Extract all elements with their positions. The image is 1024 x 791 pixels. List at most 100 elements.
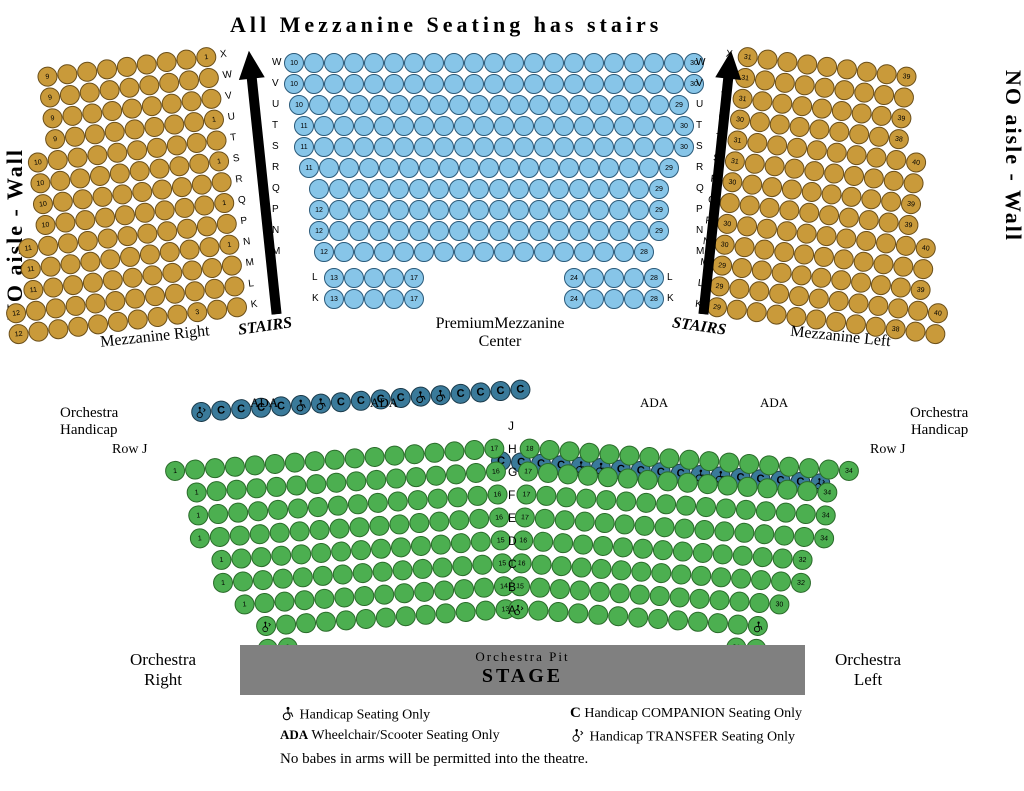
seat-orch-C-left-12[interactable] bbox=[452, 555, 473, 576]
seat-orch-C-left-13[interactable] bbox=[472, 554, 493, 575]
seat-orch-C-left-7[interactable] bbox=[352, 562, 373, 583]
seat-mc-Q16[interactable] bbox=[389, 179, 409, 199]
seat-orch-F-left-7[interactable] bbox=[327, 495, 348, 516]
seat-right-R7[interactable] bbox=[91, 186, 113, 208]
seat-right-S1[interactable]: 1 bbox=[208, 150, 230, 172]
seat-right-W4[interactable] bbox=[138, 74, 160, 96]
seat-left-N40[interactable] bbox=[912, 258, 934, 280]
seat-mc-N27[interactable] bbox=[609, 221, 629, 241]
seat-left-R37[interactable] bbox=[860, 188, 882, 210]
seat-orch-E-right-8[interactable] bbox=[674, 518, 695, 539]
seat-orch-G-left-1[interactable] bbox=[206, 480, 227, 501]
seat-right-S6[interactable] bbox=[109, 162, 131, 184]
seat-mc-T13[interactable] bbox=[334, 116, 354, 136]
seat-mc-W29[interactable] bbox=[664, 53, 684, 73]
seat-orch-B-right-6[interactable] bbox=[629, 584, 650, 605]
seat-left-V33[interactable] bbox=[771, 93, 793, 115]
seat-orch-D-left-0[interactable]: 1 bbox=[211, 549, 232, 570]
seat-right-K7[interactable] bbox=[107, 311, 129, 333]
seat-right-K1[interactable] bbox=[226, 296, 248, 318]
seat-orch-B-left-11[interactable] bbox=[453, 578, 474, 599]
seat-orch-F-left-14[interactable] bbox=[467, 485, 488, 506]
seat-orch-A-left-1[interactable] bbox=[275, 614, 296, 635]
seat-right-L4[interactable] bbox=[164, 283, 186, 305]
seat-orch-B-left-0[interactable]: 1 bbox=[234, 594, 255, 615]
seat-orch-H-left-3[interactable] bbox=[224, 456, 245, 477]
seat-left-N35[interactable] bbox=[813, 246, 835, 268]
seat-j-7[interactable] bbox=[310, 393, 331, 414]
seat-mc-Q22[interactable] bbox=[509, 179, 529, 199]
seat-orch-C-left-9[interactable] bbox=[392, 560, 413, 581]
seat-right-M5[interactable] bbox=[141, 264, 163, 286]
seat-left-L36[interactable] bbox=[847, 292, 869, 314]
seat-right-Q5[interactable] bbox=[134, 202, 156, 224]
seat-mc-Q12[interactable] bbox=[309, 179, 329, 199]
seat-mc-P28[interactable] bbox=[629, 200, 649, 220]
seat-j-14[interactable]: C bbox=[450, 383, 471, 404]
seat-mc-Q14[interactable] bbox=[349, 179, 369, 199]
seat-orch-F-right-1[interactable] bbox=[536, 485, 557, 506]
seat-mc-T29[interactable] bbox=[654, 116, 674, 136]
seat-left-L35[interactable] bbox=[828, 290, 850, 312]
seat-right-R1[interactable] bbox=[211, 171, 233, 193]
seat-right-N2[interactable] bbox=[198, 236, 220, 258]
seat-left-P35[interactable] bbox=[815, 225, 837, 247]
seat-orch-A-right-4[interactable] bbox=[588, 604, 609, 625]
seat-orch-A-left-11[interactable] bbox=[475, 600, 496, 621]
seat-orch-D-left-13[interactable] bbox=[470, 531, 491, 552]
seat-right-S4[interactable] bbox=[148, 158, 170, 180]
seat-left-X37[interactable] bbox=[856, 61, 878, 83]
seat-mc-P24[interactable] bbox=[549, 200, 569, 220]
seat-mc-Q13[interactable] bbox=[329, 179, 349, 199]
seat-right-P7[interactable] bbox=[97, 227, 119, 249]
seat-mc-L25[interactable] bbox=[584, 268, 604, 288]
seat-right-K11[interactable] bbox=[27, 320, 49, 342]
seat-orch-C-right-4[interactable] bbox=[591, 558, 612, 579]
seat-mc-P25[interactable] bbox=[569, 200, 589, 220]
seat-orch-F-right-7[interactable] bbox=[655, 494, 676, 515]
seat-orch-B-right-9[interactable] bbox=[689, 588, 710, 609]
seat-orch-A-left-3[interactable] bbox=[315, 611, 336, 632]
seat-mc-Q20[interactable] bbox=[469, 179, 489, 199]
seat-mc-P12[interactable]: 12 bbox=[309, 200, 329, 220]
seat-mc-T28[interactable] bbox=[634, 116, 654, 136]
seat-orch-B-left-10[interactable] bbox=[433, 580, 454, 601]
seat-orch-E-right-3[interactable] bbox=[574, 511, 595, 532]
seat-mc-N13[interactable] bbox=[329, 221, 349, 241]
seat-mc-Q19[interactable] bbox=[449, 179, 469, 199]
seat-mc-V23[interactable] bbox=[544, 74, 564, 94]
seat-right-K2[interactable] bbox=[206, 299, 228, 321]
seat-orch-C-left-6[interactable] bbox=[332, 564, 353, 585]
seat-mc-T27[interactable] bbox=[614, 116, 634, 136]
seat-left-S40[interactable] bbox=[902, 172, 924, 194]
seat-orch-D-right-14[interactable]: 32 bbox=[792, 549, 813, 570]
seat-orch-B-right-5[interactable] bbox=[609, 583, 630, 604]
seat-right-N10[interactable] bbox=[40, 256, 62, 278]
seat-left-N39[interactable] bbox=[892, 256, 914, 278]
seat-left-X38[interactable] bbox=[876, 63, 898, 85]
seat-orch-G-left-5[interactable] bbox=[286, 475, 307, 496]
seat-orch-D-right-2[interactable] bbox=[552, 533, 573, 554]
seat-left-Q31[interactable] bbox=[738, 194, 760, 216]
seat-orch-D-left-8[interactable] bbox=[370, 538, 391, 559]
seat-right-W7[interactable] bbox=[79, 81, 101, 103]
seat-mc-T20[interactable] bbox=[474, 116, 494, 136]
seat-mc-W19[interactable] bbox=[464, 53, 484, 73]
seat-left-S32[interactable] bbox=[744, 153, 766, 175]
seat-right-L8[interactable] bbox=[84, 292, 106, 314]
seat-mc-R26[interactable] bbox=[599, 158, 619, 178]
seat-orch-A-left-6[interactable] bbox=[375, 607, 396, 628]
seat-right-X2[interactable] bbox=[175, 48, 197, 70]
seat-left-V36[interactable] bbox=[831, 100, 853, 122]
seat-orch-G-right-9[interactable] bbox=[697, 473, 718, 494]
seat-left-M34[interactable] bbox=[810, 267, 832, 289]
seat-mc-W13[interactable] bbox=[344, 53, 364, 73]
seat-left-Q33[interactable] bbox=[778, 199, 800, 221]
seat-right-L11[interactable] bbox=[25, 300, 47, 322]
seat-mc-N21[interactable] bbox=[489, 221, 509, 241]
seat-orch-A-left-10[interactable] bbox=[455, 601, 476, 622]
seat-left-N37[interactable] bbox=[852, 251, 874, 273]
seat-right-R2[interactable] bbox=[191, 173, 213, 195]
seat-mc-M17[interactable] bbox=[414, 242, 434, 262]
seat-mc-L28[interactable]: 28 bbox=[644, 268, 664, 288]
